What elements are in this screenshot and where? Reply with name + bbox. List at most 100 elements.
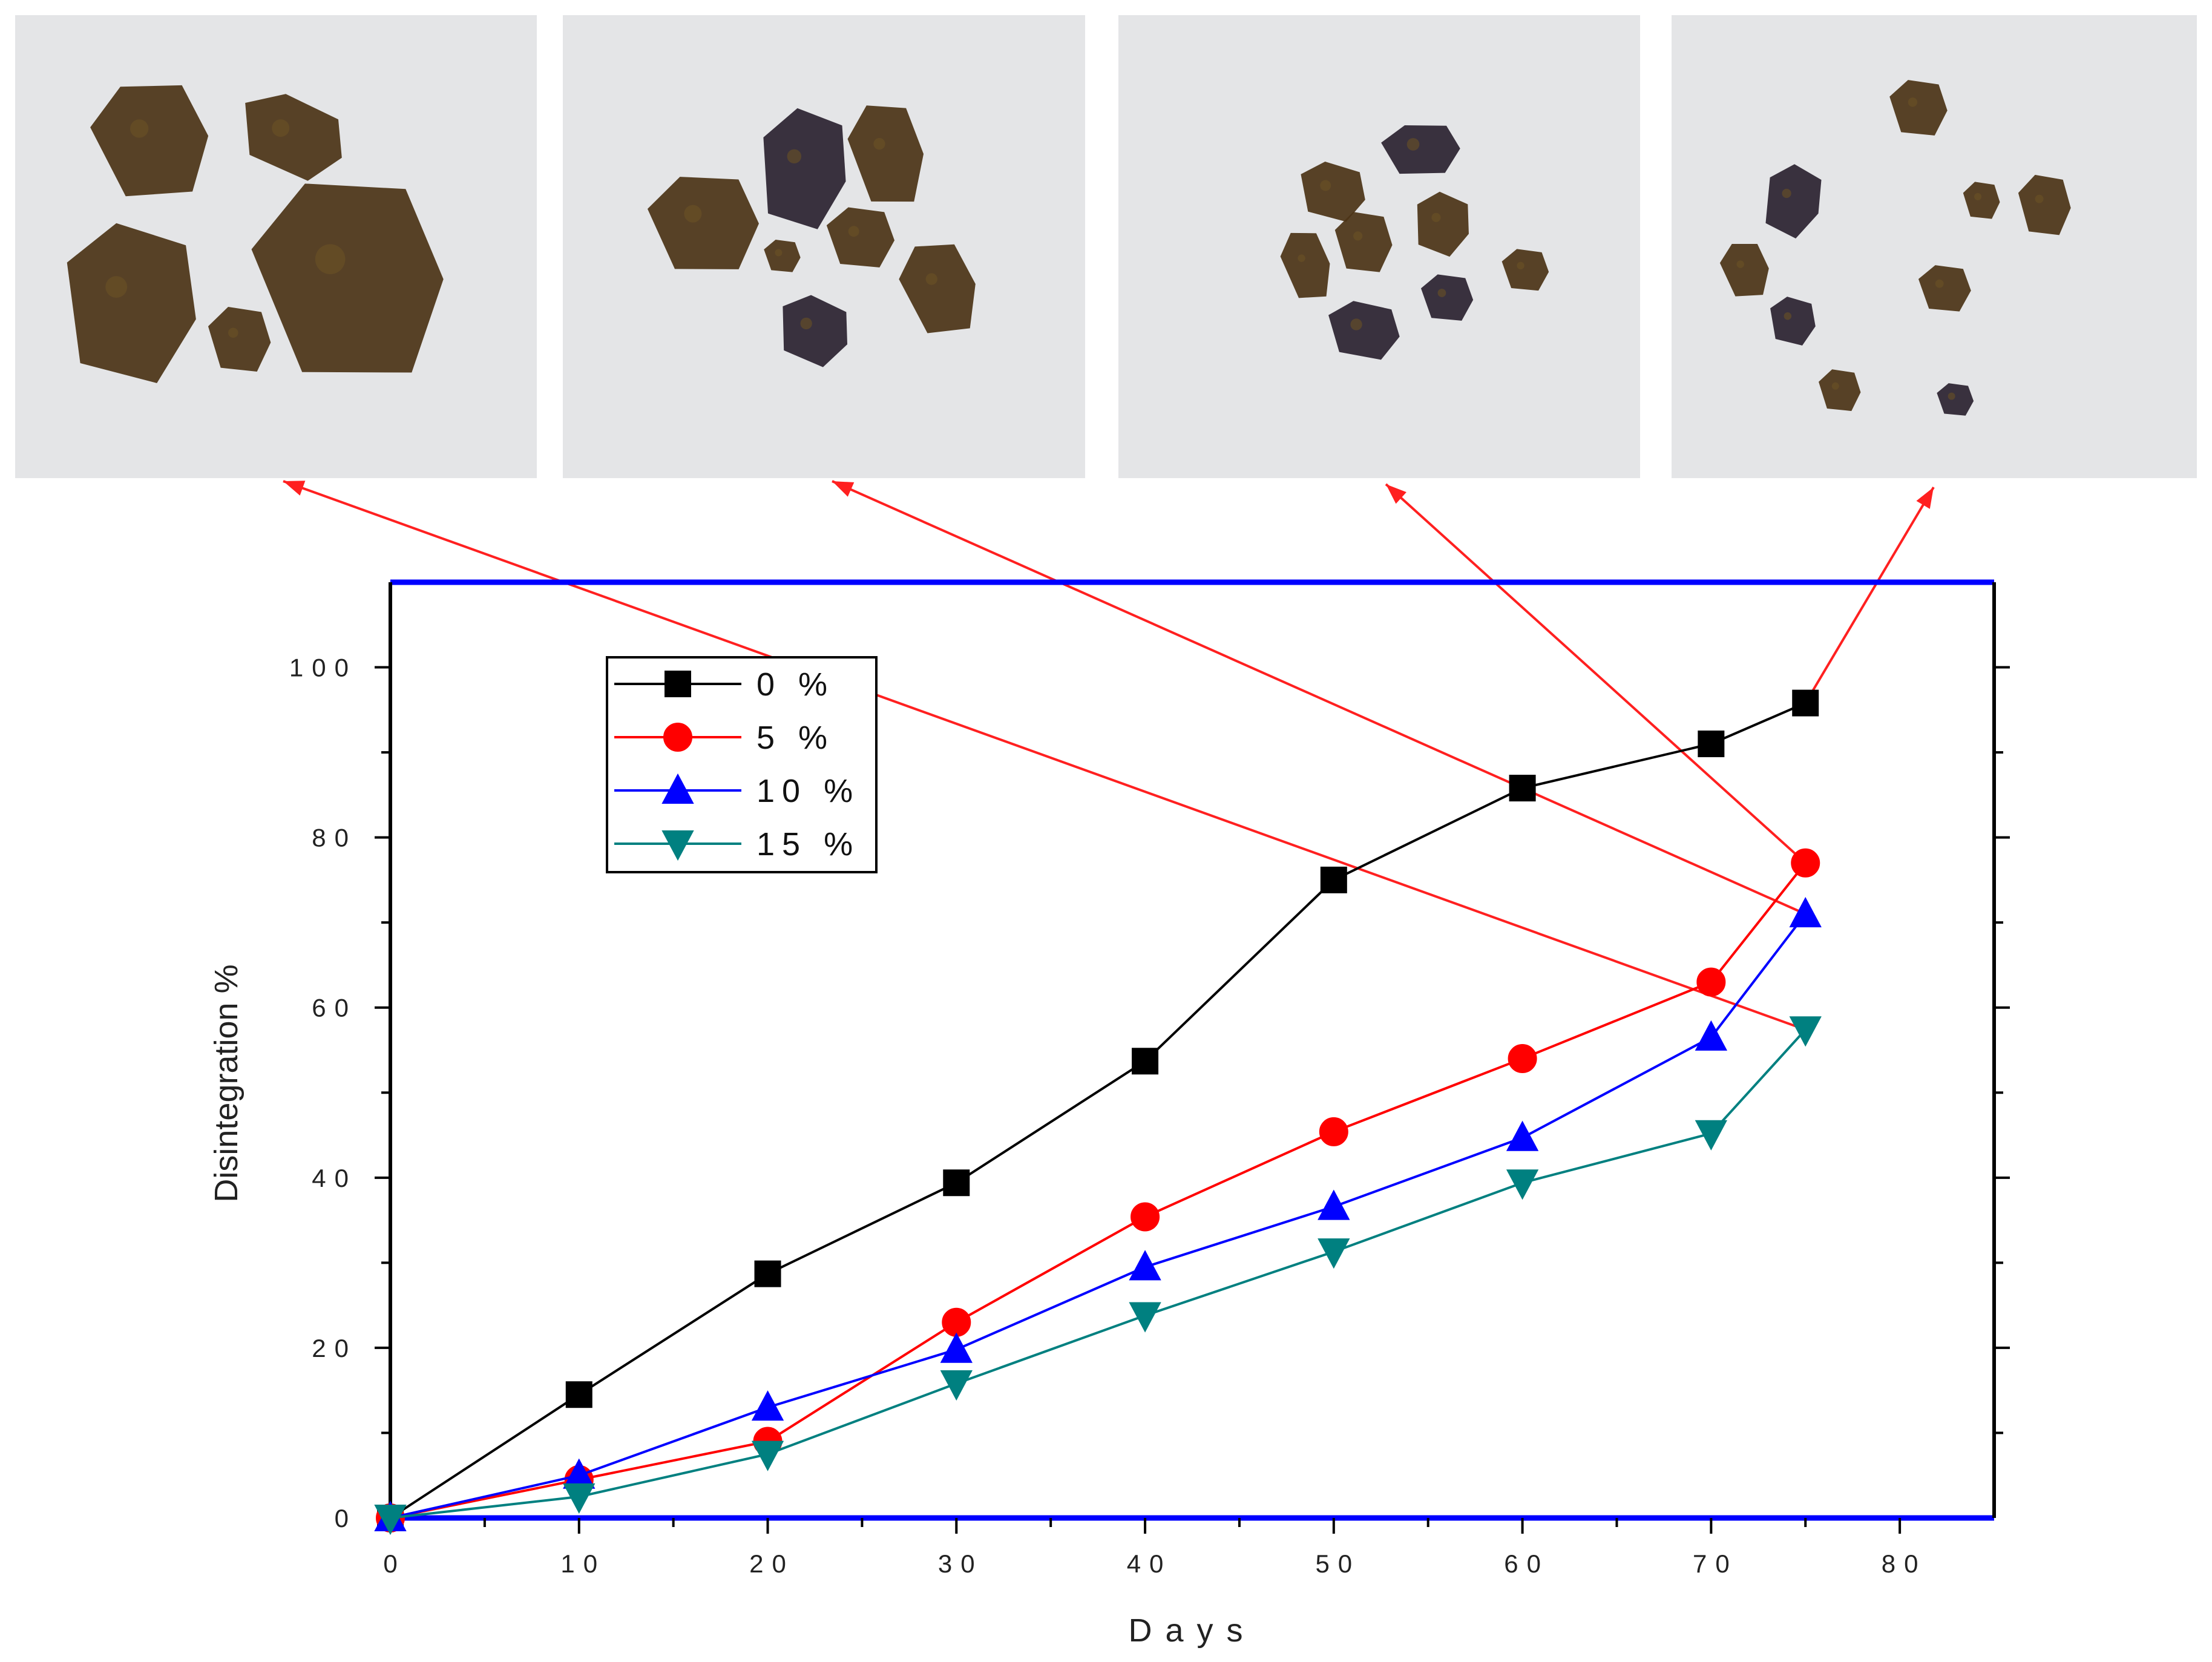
- data-point: [1509, 775, 1536, 802]
- fragment-speck: [1320, 180, 1331, 191]
- photo-panel: [1672, 15, 2197, 478]
- data-point: [1696, 967, 1726, 997]
- fragment-speck: [1353, 231, 1363, 241]
- arrow-head: [1386, 484, 1406, 504]
- fragment-speck: [787, 149, 802, 164]
- x-axis-title: Days: [1128, 1612, 1256, 1649]
- data-point: [563, 1483, 596, 1514]
- photo-panel: [1118, 15, 1640, 478]
- series-line: [390, 913, 1807, 1519]
- fragment-speck: [775, 249, 783, 257]
- fragment-speck: [873, 138, 885, 150]
- legend-label: 5 %: [756, 720, 835, 756]
- sample-fragment: [1770, 297, 1816, 346]
- fragment-speck: [228, 327, 238, 338]
- sample-fragment: [764, 240, 801, 272]
- annotation-arrow: [832, 480, 1807, 915]
- data-point: [1129, 1250, 1161, 1281]
- data-point: [1318, 1238, 1350, 1269]
- fragment-speck: [848, 226, 859, 237]
- data-point: [751, 1440, 784, 1471]
- fragment-speck: [1406, 138, 1420, 151]
- data-point: [940, 1332, 973, 1363]
- y-tick-label: 100: [289, 654, 357, 682]
- sample-fragment: [1280, 232, 1330, 298]
- sample-fragment: [899, 244, 976, 333]
- arrow-head: [283, 481, 306, 496]
- fragment-speck: [1948, 392, 1955, 400]
- sample-fragment: [1501, 249, 1549, 291]
- fragment-speck: [925, 273, 937, 285]
- data-point: [754, 1260, 781, 1287]
- y-axis-title: Disintegration %: [208, 964, 245, 1202]
- y-tick-label: 40: [312, 1164, 357, 1192]
- arrow-head: [832, 481, 855, 497]
- arrow-head: [1916, 487, 1934, 509]
- data-point: [1506, 1120, 1539, 1151]
- arrow-shaft: [1804, 486, 1935, 704]
- legend: 0 % 5 % 10 % 15 %: [606, 656, 878, 873]
- data-point: [1695, 1020, 1728, 1051]
- data-point: [1132, 1048, 1159, 1075]
- series-3: [374, 1016, 1822, 1536]
- fragment-speck: [1736, 260, 1744, 268]
- data-point: [1789, 896, 1822, 928]
- legend-box: [606, 656, 878, 873]
- data-point: [1319, 1117, 1348, 1146]
- fragment-speck: [1784, 312, 1792, 320]
- fragment-speck: [1935, 279, 1944, 288]
- data-point: [751, 1390, 784, 1421]
- sample-fragment: [208, 306, 271, 372]
- sample-fragment: [1417, 191, 1469, 257]
- sample-fragment: [1937, 383, 1974, 416]
- sample-fragment: [783, 295, 848, 367]
- y-tick-label: 20: [312, 1334, 357, 1362]
- data-point: [942, 1307, 971, 1337]
- sample-fragment: [763, 108, 846, 229]
- legend-label: 10 %: [756, 773, 860, 809]
- legend-marker: [661, 830, 694, 861]
- fragment-speck: [1298, 254, 1305, 262]
- x-tick-label: 20: [749, 1549, 795, 1578]
- data-point: [943, 1169, 970, 1197]
- x-tick-label: 0: [383, 1549, 405, 1578]
- series-2: [374, 896, 1822, 1531]
- fragment-speck: [1517, 261, 1524, 270]
- photo-background: [563, 15, 1085, 478]
- fragment-speck: [130, 119, 149, 138]
- series-line: [389, 701, 1807, 1519]
- fragment-speck: [105, 276, 128, 298]
- legend-marker: [663, 723, 692, 752]
- sample-fragment: [1334, 212, 1393, 272]
- photo-panel: [563, 15, 1085, 478]
- legend-entry: 10 %: [614, 773, 860, 809]
- sample-fragment: [1719, 243, 1769, 297]
- fragment-speck: [684, 205, 702, 223]
- photo-panels: [15, 15, 2197, 478]
- legend-marker: [661, 773, 694, 804]
- data-series: [374, 689, 1822, 1536]
- fragment-speck: [1908, 97, 1918, 107]
- fragment-speck: [1350, 318, 1362, 330]
- legend-entry: 15 %: [614, 826, 853, 862]
- data-point: [1129, 1302, 1161, 1333]
- arrow-shaft: [1385, 483, 1807, 864]
- y-tick-label: 60: [312, 994, 357, 1022]
- fragment-speck: [315, 244, 346, 274]
- sample-fragment: [1301, 161, 1365, 222]
- data-point: [1698, 731, 1725, 758]
- data-point: [1506, 1169, 1539, 1200]
- y-tick-label: 0: [335, 1504, 357, 1532]
- data-point: [1318, 1189, 1350, 1220]
- sample-fragment: [1918, 265, 1971, 312]
- sample-fragment: [1420, 274, 1474, 321]
- legend-entry: 5 %: [614, 720, 835, 756]
- series-line: [390, 1028, 1807, 1519]
- fragment-speck: [1831, 382, 1839, 390]
- x-tick-label: 30: [938, 1549, 983, 1578]
- series-line: [390, 862, 1807, 1519]
- data-point: [940, 1370, 973, 1401]
- legend-label: 0 %: [756, 666, 835, 703]
- annotation-arrow: [1804, 486, 1935, 704]
- photo-panel: [15, 15, 537, 478]
